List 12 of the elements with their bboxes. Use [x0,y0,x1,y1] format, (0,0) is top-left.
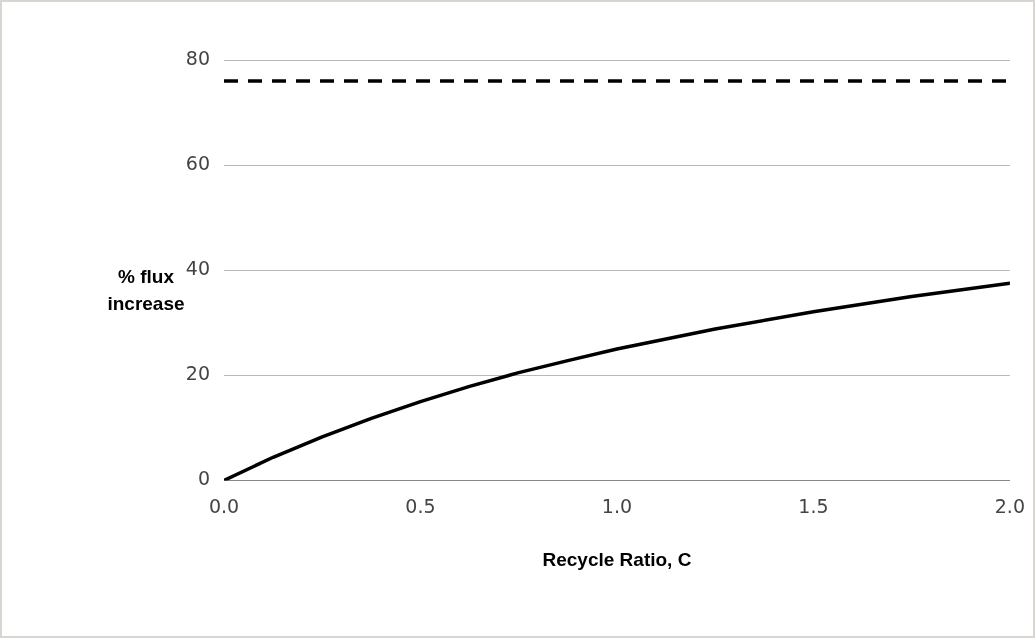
x-axis-title: Recycle Ratio, C [542,548,692,570]
y-tick-label: 20 [185,362,210,385]
x-tick-label: 1.0 [601,494,633,517]
x-tick-label: 0.5 [405,494,436,517]
x-tick-label: 0.0 [208,494,240,517]
y-tick-label: 0 [197,467,210,490]
y-tick-label: 80 [185,46,210,69]
y-tick-label: 60 [185,152,210,175]
y-tick-label: 40 [185,257,210,280]
x-tick-label: 1.5 [798,494,829,517]
y-axis-title: % flux increase [107,266,185,314]
x-tick-label: 2.0 [994,494,1025,517]
